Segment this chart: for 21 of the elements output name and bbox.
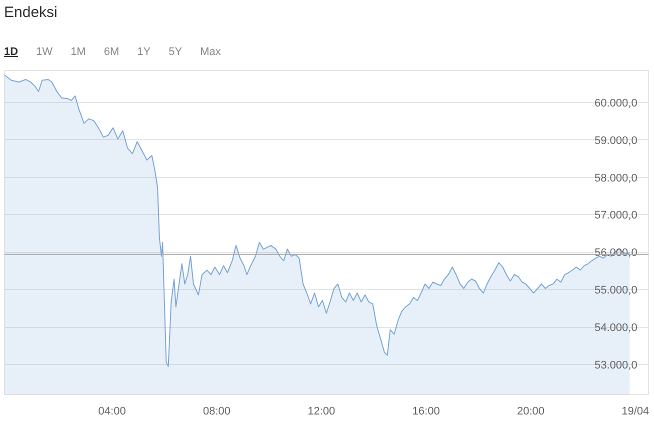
text: 6M [104,45,120,60]
x-tick-label: 20:00 [516,406,545,418]
text: 5Y [168,45,182,60]
x-tick-label: 16:00 [412,406,440,418]
x-tick-label: 04:00 [98,406,126,418]
chart-title: Endeksi [4,3,58,23]
y-tick-label: 57.000,0 [594,210,638,222]
x-tick-label: 08:00 [202,406,230,418]
y-tick-label: 59.000,0 [594,134,638,147]
y-tick-label: 58.000,0 [594,172,638,184]
text: 1W [36,45,53,60]
text: 1M [70,45,86,60]
y-tick-label: 60.000,0 [594,97,638,110]
text: 1D [4,45,18,60]
y-tick-label: 54.000,0 [594,322,638,334]
x-tick-label: 19/04 [622,406,650,418]
y-tick-label: 53.000,0 [594,360,638,372]
text: 1Y [137,45,151,60]
y-tick-label: 55.000,0 [594,284,638,297]
x-tick-label: 12:00 [308,406,336,418]
text: Max [200,45,221,60]
